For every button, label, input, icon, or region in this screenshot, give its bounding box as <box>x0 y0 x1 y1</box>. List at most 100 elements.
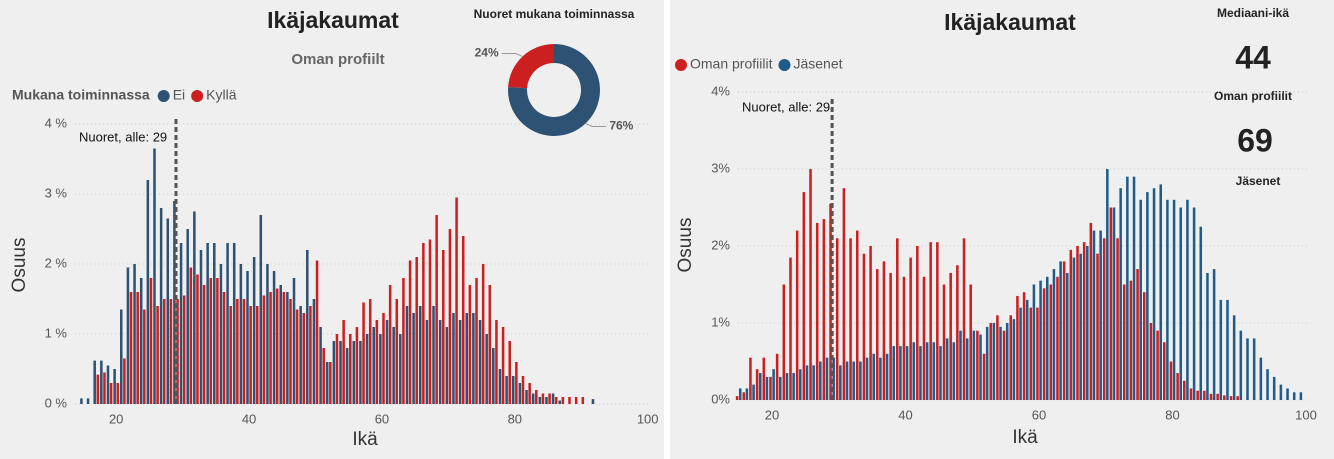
bar <box>822 219 826 400</box>
bar <box>295 309 299 404</box>
bar <box>1172 199 1176 400</box>
kpi-label: Jäsenet <box>1236 174 1281 188</box>
bar <box>1052 269 1056 400</box>
bar <box>1072 257 1076 400</box>
bar <box>405 306 409 404</box>
bar <box>561 397 565 404</box>
chart-title: Ikäjakaumat <box>267 7 399 33</box>
bar <box>1212 269 1216 400</box>
bar <box>1146 192 1149 400</box>
legend-title: Mukana toiminnassa <box>12 87 150 103</box>
bar <box>809 169 812 400</box>
bar <box>525 390 528 404</box>
bar <box>879 357 882 400</box>
bar <box>1292 392 1296 400</box>
bar <box>193 211 196 404</box>
bar <box>581 397 585 404</box>
bar <box>922 276 926 400</box>
bar <box>266 264 269 404</box>
bar <box>256 306 259 404</box>
bar <box>745 388 749 400</box>
bar <box>332 341 336 404</box>
bar <box>802 192 806 400</box>
y-tick-label: 1% <box>711 314 730 329</box>
bar <box>929 242 932 400</box>
bar <box>1216 393 1219 400</box>
bar <box>1162 342 1166 400</box>
bar <box>345 348 349 404</box>
bar <box>795 230 799 400</box>
bar <box>249 306 252 404</box>
bar <box>322 348 325 404</box>
bar <box>1136 269 1139 400</box>
bar <box>442 250 445 404</box>
bar <box>1159 184 1162 400</box>
bar <box>1246 338 1249 400</box>
bar <box>478 320 482 404</box>
kpi-title: Mediaani-ikä <box>1217 6 1289 20</box>
bar <box>498 369 502 404</box>
x-tick-label: 100 <box>1295 407 1317 422</box>
leader-line <box>585 123 607 127</box>
bar <box>835 238 839 400</box>
bar <box>969 284 972 400</box>
bar <box>952 342 956 400</box>
bar <box>1272 376 1276 400</box>
bar <box>153 148 156 404</box>
bar <box>1086 246 1089 400</box>
bar <box>902 276 906 400</box>
bar <box>229 306 232 404</box>
bar <box>246 271 249 404</box>
bar <box>126 267 130 404</box>
bar <box>999 326 1002 400</box>
bar <box>176 299 179 404</box>
bar <box>939 346 942 400</box>
bar <box>1082 242 1086 400</box>
bar <box>875 269 879 400</box>
bar <box>735 396 739 400</box>
bar <box>432 306 435 404</box>
bar <box>832 357 835 400</box>
bar <box>508 341 511 404</box>
bar <box>146 180 150 404</box>
bar <box>1152 188 1156 400</box>
bar <box>905 346 909 400</box>
bar <box>755 369 759 400</box>
donut-slice <box>508 44 554 89</box>
bar <box>202 285 206 404</box>
bar <box>882 261 886 400</box>
bar <box>365 334 369 404</box>
legend-label: Kyllä <box>206 87 237 103</box>
y-tick-label: 4% <box>711 83 730 98</box>
bar <box>159 208 163 404</box>
bar <box>1059 261 1062 400</box>
bar <box>1132 176 1136 400</box>
bar <box>461 236 465 404</box>
bar <box>765 376 769 400</box>
bar <box>749 357 752 400</box>
bar <box>388 285 392 404</box>
bar <box>545 397 548 404</box>
bar <box>842 188 846 400</box>
bar <box>279 285 282 404</box>
bar <box>554 397 558 404</box>
kpi-value: 69 <box>1237 122 1273 158</box>
bar <box>1226 299 1229 400</box>
bar <box>189 267 193 404</box>
chart-subtitle: Oman profiilt <box>291 51 384 68</box>
bar <box>531 393 535 404</box>
bar <box>1109 207 1113 400</box>
bar <box>839 365 842 400</box>
bar <box>541 393 545 404</box>
bar <box>1005 323 1009 400</box>
bar <box>412 313 415 404</box>
bar <box>1239 330 1243 400</box>
legend-label: Ei <box>173 87 185 103</box>
legend-label: Jäsenet <box>793 56 842 72</box>
bar <box>889 272 892 400</box>
bar <box>392 327 395 404</box>
bar <box>448 229 452 404</box>
bar <box>1009 315 1013 400</box>
bar <box>219 264 223 404</box>
bar <box>511 376 515 404</box>
